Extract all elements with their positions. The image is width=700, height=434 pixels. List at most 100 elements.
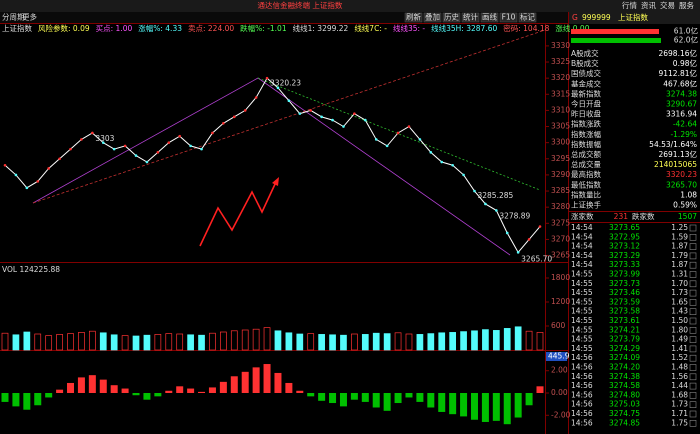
macd-bar: [77, 377, 85, 393]
price-point: [211, 131, 214, 135]
price-point: [265, 76, 269, 80]
tick-icon: [689, 354, 697, 362]
tick-price: 3274.38: [609, 372, 640, 381]
price-point: [222, 122, 225, 125]
price-point: [440, 160, 444, 164]
y-tick-label: 0.00: [551, 388, 568, 397]
price-point: [495, 209, 498, 212]
macd-bar: [198, 391, 206, 393]
price-point: [47, 167, 50, 170]
macd-bar: [492, 393, 500, 421]
price-line: [4, 77, 541, 254]
volume-bar: [132, 335, 140, 351]
macd-bar: [318, 393, 326, 401]
price-point: [309, 109, 313, 112]
price-annotation: 3285.285: [477, 191, 513, 200]
stat-label: B股成交: [571, 58, 599, 68]
quote-header: [569, 12, 700, 24]
y-tick-label: 3275: [551, 218, 570, 227]
tick-icon: [689, 401, 697, 409]
stat-value: 3290.67: [666, 100, 697, 109]
toolbar-button[interactable]: [499, 12, 518, 23]
volume-bar: [394, 332, 402, 351]
price-point: [342, 125, 345, 128]
volume-bar: [351, 333, 358, 351]
indicator-value: 跌幅%: -1.01: [240, 23, 287, 33]
toolbar-button[interactable]: [423, 12, 442, 23]
price-point: [254, 96, 258, 99]
price-point: [396, 131, 400, 135]
tick-time: 14:56: [571, 353, 593, 362]
price-point: [298, 112, 302, 115]
menu-item[interactable]: 行情: [622, 0, 637, 10]
menu-item[interactable]: 交易: [660, 0, 675, 10]
tick-icon: [689, 326, 697, 334]
volume-bar: [34, 333, 42, 351]
macd-bar: [121, 388, 129, 393]
macd-top-label: 445.9: [548, 352, 570, 361]
tick-icon: [689, 271, 697, 278]
tick-volume: 1.43: [671, 307, 688, 316]
trend-line: [32, 77, 511, 256]
price-point: [14, 173, 18, 177]
tick-icon: [689, 364, 697, 371]
macd-bar: [187, 388, 195, 393]
price-point: [112, 147, 116, 151]
stat-value: 9112.81亿: [658, 68, 697, 78]
tick-icon: [689, 336, 697, 343]
tick-icon: [689, 261, 697, 269]
toolbar-button[interactable]: [480, 12, 499, 23]
menu-item[interactable]: 服务: [679, 0, 694, 10]
toolbar-item[interactable]: 分周期: [2, 13, 25, 22]
toolbar-button[interactable]: [404, 12, 423, 23]
toolbar-button[interactable]: [442, 12, 461, 23]
tick-price: 3274.21: [609, 325, 640, 334]
price-point: [429, 151, 433, 154]
tick-time: 14:56: [571, 409, 593, 418]
breadth-label: 涨家数: [571, 211, 594, 221]
stat-label: 最高指数: [571, 169, 601, 179]
tick-time: 14:54: [571, 232, 593, 241]
stat-value: 0.98亿: [673, 58, 698, 68]
toolbar-item[interactable]: 更多: [22, 12, 37, 22]
stat-label: 总成交量: [571, 159, 601, 169]
tick-time: 14:54: [571, 251, 593, 260]
tick-price: 3274.85: [609, 418, 640, 427]
price-point: [516, 251, 520, 254]
stat-label: 最低指数: [571, 179, 601, 189]
volume-bar: [165, 333, 173, 351]
tick-icon: [689, 392, 697, 399]
macd-bar: [503, 393, 511, 425]
price-point: [276, 86, 280, 90]
macd-bar: [23, 393, 31, 410]
price-point: [364, 118, 367, 122]
volume-bar: [361, 334, 369, 351]
toolbar-button[interactable]: [461, 12, 480, 23]
toolbar-button[interactable]: [518, 12, 537, 23]
tick-volume: 1.79: [671, 251, 688, 260]
tick-time: 14:56: [571, 363, 593, 372]
y-tick-label: 1200: [551, 297, 570, 306]
tick-volume: 1.52: [671, 353, 688, 362]
macd-bar: [34, 393, 42, 406]
tick-price: 3273.61: [609, 316, 640, 325]
volume-bar: [536, 332, 544, 351]
volume-bar: [56, 334, 63, 351]
menu-item[interactable]: 资讯: [641, 0, 656, 10]
toolbar-button-label: 标记: [520, 12, 535, 22]
tick-time: 14:55: [571, 297, 593, 306]
volume-bar: [285, 332, 293, 351]
macd-bar: [405, 393, 413, 398]
trend-line: [32, 29, 546, 204]
volume-bar: [427, 333, 435, 351]
macd-bar: [99, 379, 107, 393]
volume-bar: [121, 335, 129, 351]
tick-price: 3272.95: [609, 232, 640, 241]
stat-label: 指数振幅: [571, 139, 601, 149]
breadth-label: 跌家数: [632, 211, 655, 221]
tick-icon: [689, 289, 697, 297]
tick-icon: [689, 252, 697, 260]
stat-value: 0.59%: [673, 201, 697, 210]
price-point: [101, 141, 105, 144]
